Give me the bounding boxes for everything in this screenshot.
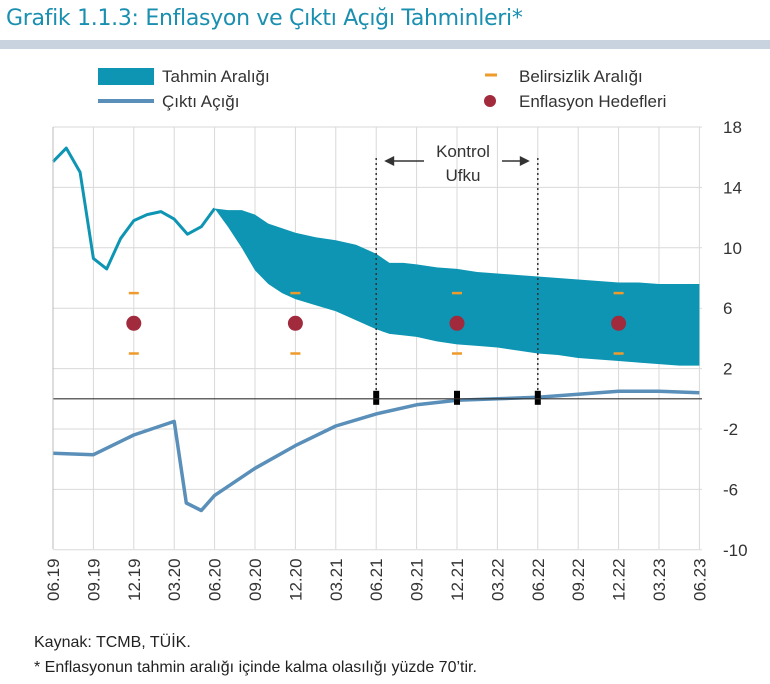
x-tick-label: 12.22 bbox=[610, 558, 629, 601]
x-tick-label: 06.22 bbox=[529, 558, 548, 601]
forecast-band bbox=[214, 208, 700, 366]
legend-band-swatch bbox=[98, 68, 154, 85]
control-horizon-arrowhead-right bbox=[519, 156, 530, 166]
x-tick-label: 03.21 bbox=[327, 558, 346, 601]
x-tick-label: 09.20 bbox=[246, 558, 265, 601]
inflation-target-point bbox=[287, 315, 303, 331]
inflation-target-point bbox=[449, 315, 465, 331]
y-tick-label: 18 bbox=[723, 118, 742, 137]
x-tick-label: 09.21 bbox=[408, 558, 427, 601]
title-rule bbox=[0, 40, 770, 49]
series-layer bbox=[51, 146, 700, 513]
legend-uncertainty-label: Belirsizlik Aralığı bbox=[519, 67, 643, 86]
forecast-band-area bbox=[214, 208, 700, 366]
legend-band-label: Tahmin Aralığı bbox=[162, 67, 270, 86]
x-tick-label: 09.22 bbox=[569, 558, 588, 601]
x-tick-label: 12.21 bbox=[448, 558, 467, 601]
y-tick-label: 6 bbox=[723, 299, 732, 318]
horizon-marker bbox=[534, 390, 541, 405]
output-gap-line bbox=[52, 389, 700, 513]
y-tick-label: -2 bbox=[723, 420, 738, 439]
y-tick-label: -10 bbox=[723, 541, 748, 560]
inflation-target-point bbox=[611, 315, 627, 331]
inflation-target-point bbox=[126, 315, 142, 331]
y-tick-label: 10 bbox=[723, 239, 742, 258]
legend: Tahmin Aralığı Çıktı Açığı Belirsizlik A… bbox=[98, 67, 666, 111]
x-tick-label: 12.20 bbox=[286, 558, 305, 601]
control-horizon: Kontrol Ufku bbox=[373, 142, 541, 405]
x-tick-label: 06.20 bbox=[206, 558, 225, 601]
x-tick-label: 03.20 bbox=[165, 558, 184, 601]
x-tick-label: 03.23 bbox=[650, 558, 669, 601]
control-horizon-label-1: Kontrol bbox=[436, 142, 490, 161]
control-horizon-arrowhead-left bbox=[384, 156, 395, 166]
control-horizon-label-2: Ufku bbox=[446, 166, 481, 185]
x-tick-label: 06.23 bbox=[690, 558, 709, 601]
y-tick-label: 2 bbox=[723, 360, 732, 379]
inflation-history-line bbox=[51, 146, 216, 271]
legend-target-swatch bbox=[484, 95, 496, 107]
horizon-marker bbox=[454, 390, 460, 405]
x-tick-label: 06.19 bbox=[44, 558, 63, 601]
footer-source: Kaynak: TCMB, TÜİK. bbox=[34, 634, 191, 651]
footer-note: * Enflasyonun tahmin aralığı içinde kalm… bbox=[34, 659, 477, 676]
y-tick-label: -6 bbox=[723, 480, 738, 499]
x-tick-label: 09.19 bbox=[84, 558, 103, 601]
legend-gap-label: Çıktı Açığı bbox=[162, 92, 239, 111]
horizon-marker bbox=[373, 390, 380, 405]
legend-target-label: Enflasyon Hedefleri bbox=[519, 92, 666, 111]
x-tick-label: 06.21 bbox=[367, 558, 386, 601]
y-tick-label: 14 bbox=[723, 178, 742, 197]
x-tick-label: 12.19 bbox=[125, 558, 144, 601]
axes: 18 14 10 6 2 -2 -6 -10 06.19 09.19 12.19 03.20 06.20… bbox=[44, 118, 748, 601]
chart-title: Grafik 1.1.3: Enflasyon ve Çıktı Açığı T… bbox=[6, 6, 523, 31]
x-tick-label: 03.22 bbox=[488, 558, 507, 601]
